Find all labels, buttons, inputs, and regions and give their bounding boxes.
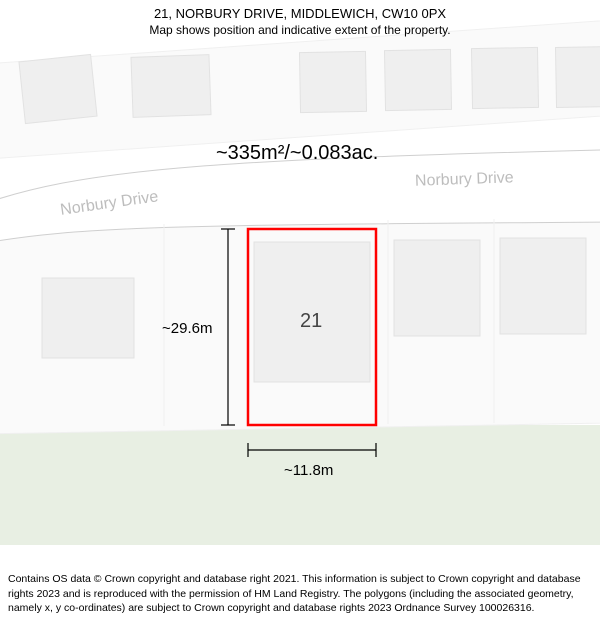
page-title: 21, NORBURY DRIVE, MIDDLEWICH, CW10 0PX — [10, 6, 590, 21]
height-dimension-label: ~29.6m — [162, 320, 212, 337]
area-label: ~335m²/~0.083ac. — [216, 142, 378, 165]
width-dimension-label: ~11.8m — [284, 462, 333, 479]
page-subtitle: Map shows position and indicative extent… — [10, 23, 590, 37]
header: 21, NORBURY DRIVE, MIDDLEWICH, CW10 0PX … — [0, 0, 600, 41]
street-label-right: Norbury Drive — [415, 169, 514, 190]
copyright-footer: Contains OS data © Crown copyright and d… — [0, 566, 600, 625]
plot-number-label: 21 — [300, 310, 322, 333]
